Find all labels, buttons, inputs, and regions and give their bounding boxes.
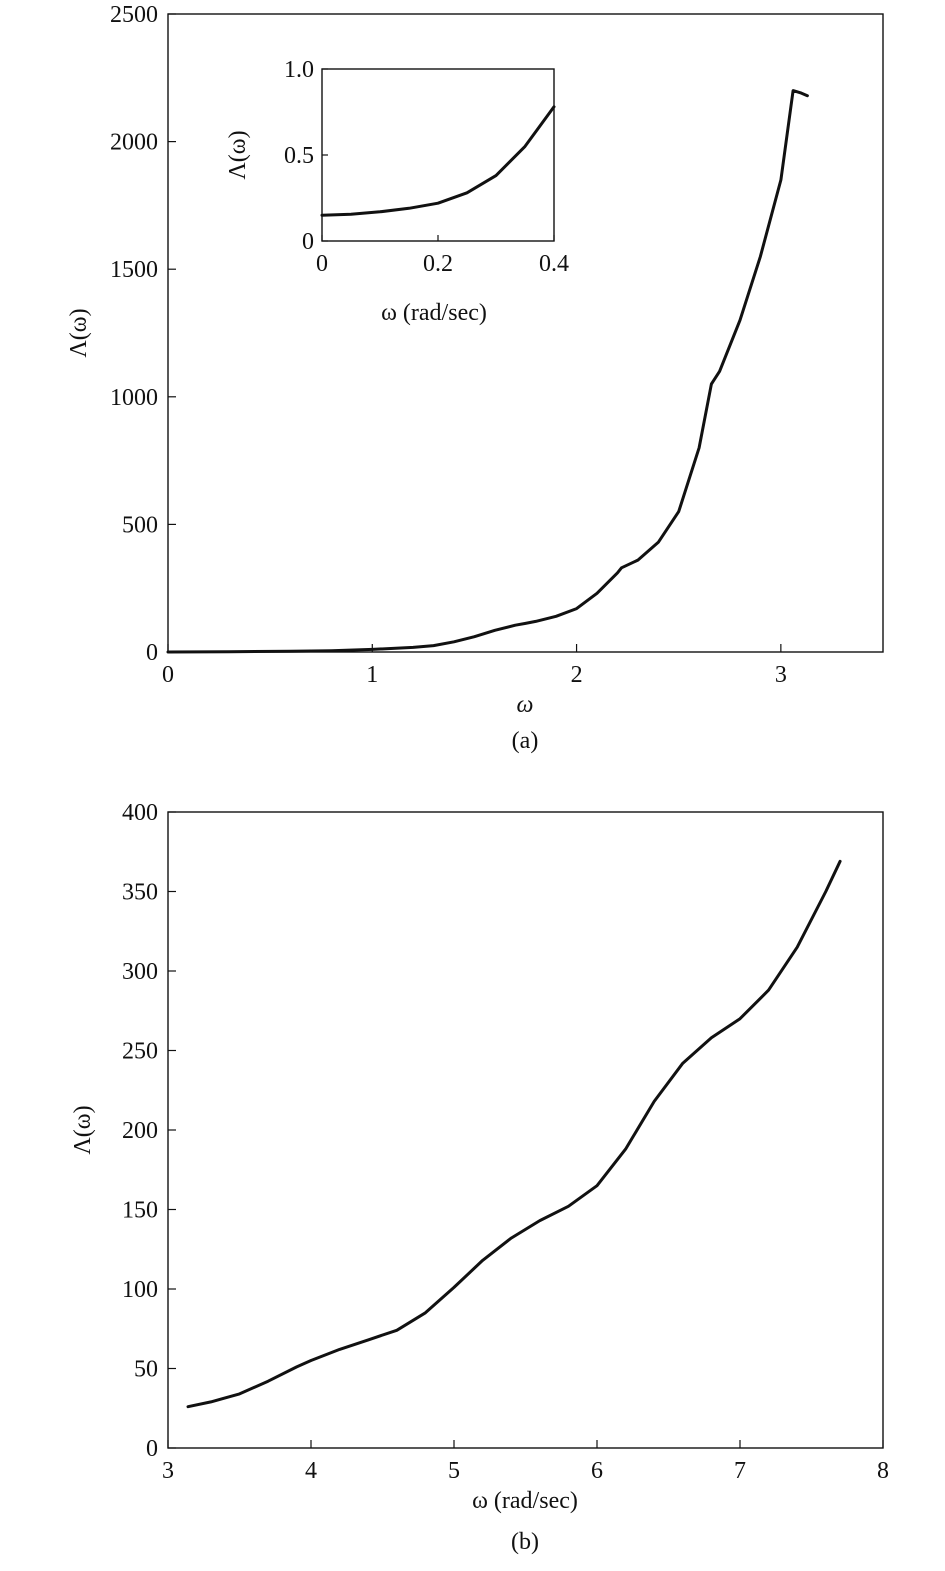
y-tick-label-a-inset-2: 1.0 [284,57,314,83]
y-tick-label-b-8: 400 [122,800,158,826]
y-tick-label-a-0: 0 [146,640,158,666]
x-tick-label-a-inset-2: 0.4 [539,251,569,277]
y-tick-label-a-3: 1500 [110,257,158,283]
y-tick-label-b-7: 350 [122,880,158,906]
x-axis-label-b: ω (rad/sec) [472,1488,578,1514]
panel-label-a: (a) [512,728,539,754]
x-tick-label-b-2: 5 [448,1458,460,1484]
y-tick-label-a-4: 2000 [110,130,158,156]
plot-frame-a [167,13,884,653]
x-tick-label-b-5: 8 [877,1458,889,1484]
y-tick-label-a-1: 500 [122,512,158,538]
series-line-a-inset-0 [320,105,556,217]
y-tick-label-b-1: 50 [134,1357,158,1383]
chart-panel-a: ω Λ(ω) (a) 0 1 2 3 0 500 1000 1500 2000 2500 [66,2,884,754]
y-tick-label-a-5: 2500 [110,2,158,28]
y-tick-label-b-0: 0 [146,1436,158,1462]
y-axis-label-b: Λ(ω) [70,1105,96,1154]
x-tick-label-a-2: 2 [571,662,583,688]
series-line-a-0 [166,89,809,654]
x-tick-label-b-1: 4 [305,1458,317,1484]
series-line-b-0 [186,859,842,1409]
y-tick-label-b-5: 250 [122,1039,158,1065]
y-tick-label-b-3: 150 [122,1198,158,1224]
x-tick-label-a-1: 1 [366,662,378,688]
panel-label-b: (b) [511,1529,539,1555]
y-axis-label-inset: Λ(ω) [225,130,251,179]
plot-frame-b [167,811,884,1449]
x-axis-label-inset: ω (rad/sec) [381,300,487,326]
y-tick-label-b-6: 300 [122,959,158,985]
x-tick-label-b-3: 6 [591,1458,603,1484]
y-tick-label-b-2: 100 [122,1277,158,1303]
x-tick-label-a-0: 0 [162,662,174,688]
x-tick-label-b-0: 3 [162,1458,174,1484]
y-tick-label-a-2: 1000 [110,385,158,411]
y-tick-label-a-inset-1: 0.5 [284,143,314,169]
chart-panel-b: ω (rad/sec) Λ(ω) (b) 3 4 5 6 7 8 0 50 100 150 200 2… [70,800,889,1555]
x-tick-label-a-inset-1: 0.2 [423,251,453,277]
chart-panel-a-inset: ω (rad/sec) Λ(ω) 0 0.2 0.4 0 0.5 1.0 [225,57,569,326]
x-tick-label-a-3: 3 [775,662,787,688]
x-tick-label-a-inset-0: 0 [316,251,328,277]
y-tick-label-b-4: 200 [122,1118,158,1144]
x-tick-label-b-4: 7 [734,1458,746,1484]
y-axis-label-a: Λ(ω) [66,308,92,357]
x-axis-label-a: ω [517,692,534,718]
y-tick-label-a-inset-0: 0 [302,229,314,255]
